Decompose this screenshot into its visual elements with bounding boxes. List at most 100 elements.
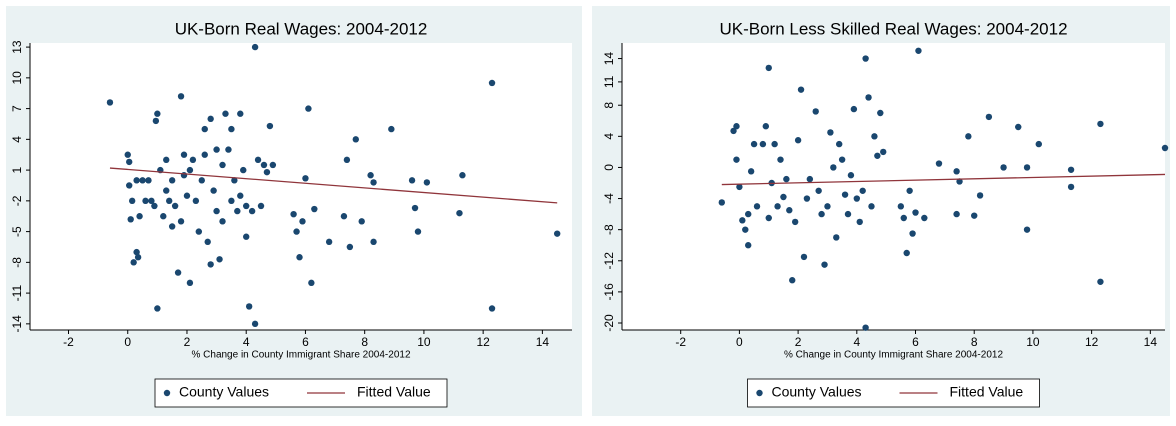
data-point xyxy=(251,320,259,328)
data-point xyxy=(862,55,869,62)
data-point xyxy=(219,161,226,169)
data-point xyxy=(797,86,805,93)
data-point xyxy=(358,218,365,225)
data-point xyxy=(812,108,819,115)
data-point xyxy=(370,238,377,246)
x-tick-label: -2 xyxy=(675,335,686,349)
y-tick-label: 0 xyxy=(602,164,616,171)
x-tick-label: 2 xyxy=(184,335,191,349)
data-point xyxy=(935,160,943,167)
data-point xyxy=(257,202,265,210)
data-point xyxy=(346,243,354,251)
data-point xyxy=(228,197,235,205)
data-point xyxy=(865,94,872,101)
data-point xyxy=(302,175,309,182)
data-point xyxy=(133,248,140,256)
data-point xyxy=(818,210,825,218)
data-point xyxy=(180,172,188,179)
data-point xyxy=(765,64,772,72)
data-point xyxy=(168,223,176,230)
x-tick-label: 10 xyxy=(1026,335,1040,349)
y-tick-label: -16 xyxy=(602,283,616,301)
data-point xyxy=(862,324,869,331)
data-point xyxy=(742,226,749,233)
data-point xyxy=(777,156,784,163)
data-point xyxy=(753,203,761,210)
legend-symbol xyxy=(756,389,763,397)
data-point xyxy=(166,197,173,205)
x-tick-label: 10 xyxy=(417,335,431,349)
data-point xyxy=(456,209,463,217)
data-point xyxy=(806,175,814,183)
data-point xyxy=(219,218,226,225)
data-point xyxy=(174,269,182,276)
x-tick-label: 12 xyxy=(1085,335,1099,349)
y-tick-label: -14 xyxy=(10,315,24,333)
data-point xyxy=(152,117,160,125)
data-point xyxy=(388,125,395,133)
y-tick-label: -12 xyxy=(602,252,616,270)
data-point xyxy=(786,207,793,214)
chart-title: UK-Born Less Skilled Real Wages: 2004-20… xyxy=(719,19,1067,38)
y-tick-label: 4 xyxy=(602,133,616,140)
data-point xyxy=(243,233,250,240)
data-point xyxy=(745,242,752,249)
data-point xyxy=(791,218,799,226)
data-point xyxy=(133,177,140,184)
data-point xyxy=(139,177,146,184)
legend-label: Fitted Value xyxy=(950,384,1024,400)
data-point xyxy=(411,204,419,212)
data-point xyxy=(207,261,214,268)
data-point xyxy=(414,228,422,235)
data-point xyxy=(1000,164,1007,171)
y-tick-label: 1 xyxy=(10,166,24,173)
data-point xyxy=(195,228,203,235)
data-point xyxy=(186,166,194,174)
data-point xyxy=(263,168,271,176)
data-point xyxy=(1097,120,1104,128)
data-point xyxy=(921,214,928,222)
legend-label: County Values xyxy=(772,384,862,400)
data-point xyxy=(838,156,846,163)
data-point xyxy=(909,230,916,237)
data-point xyxy=(171,202,179,210)
x-tick-label: 8 xyxy=(361,335,368,349)
y-tick-label: 10 xyxy=(10,71,24,85)
y-tick-label: -2 xyxy=(10,195,24,206)
data-point xyxy=(308,279,315,287)
data-point xyxy=(177,93,185,100)
data-point xyxy=(718,199,725,206)
data-point xyxy=(248,207,256,215)
data-point xyxy=(1067,166,1075,173)
y-tick-label: 14 xyxy=(602,52,616,66)
y-tick-label: 13 xyxy=(10,40,24,54)
legend-box xyxy=(154,378,448,408)
data-point xyxy=(1035,140,1042,148)
data-point xyxy=(243,202,250,210)
x-tick-label: 0 xyxy=(736,335,743,349)
data-point xyxy=(222,110,229,117)
data-point xyxy=(408,177,416,184)
data-point xyxy=(956,178,963,185)
data-point xyxy=(124,151,131,158)
data-point xyxy=(1067,183,1075,191)
data-point xyxy=(859,187,866,194)
data-point xyxy=(134,254,142,261)
data-point xyxy=(423,179,431,186)
x-tick-label: 0 xyxy=(124,335,131,349)
legend-label: Fitted Value xyxy=(357,384,431,400)
data-point xyxy=(856,218,863,226)
data-point xyxy=(266,122,274,130)
data-point xyxy=(780,193,787,201)
data-point xyxy=(459,172,466,179)
data-point xyxy=(130,259,137,266)
legend-box xyxy=(747,378,1040,408)
data-point xyxy=(290,210,297,218)
data-point xyxy=(985,113,993,121)
data-point xyxy=(254,156,262,164)
data-point xyxy=(237,110,244,117)
data-point xyxy=(325,238,333,246)
data-point xyxy=(880,148,887,156)
data-point xyxy=(305,105,312,112)
data-point xyxy=(844,210,852,218)
